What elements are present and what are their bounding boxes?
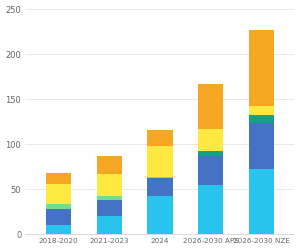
Bar (249, 106, 274, 115)
Bar (147, 196, 172, 234)
Bar (249, 170, 274, 234)
Bar (46, 204, 71, 209)
Bar (198, 156, 224, 185)
Bar (147, 130, 172, 146)
Bar (97, 196, 122, 200)
Bar (147, 176, 172, 178)
Bar (249, 115, 274, 122)
Bar (97, 200, 122, 216)
Bar (198, 185, 224, 234)
Bar (46, 225, 71, 234)
Bar (249, 122, 274, 170)
Bar (147, 146, 172, 176)
Bar (46, 184, 71, 204)
Bar (46, 209, 71, 225)
Bar (198, 129, 224, 152)
Bar (97, 174, 122, 197)
Bar (198, 152, 224, 156)
Bar (46, 173, 71, 184)
Bar (97, 216, 122, 234)
Bar (198, 84, 224, 129)
Bar (97, 156, 122, 174)
Bar (147, 178, 172, 196)
Bar (249, 30, 274, 106)
